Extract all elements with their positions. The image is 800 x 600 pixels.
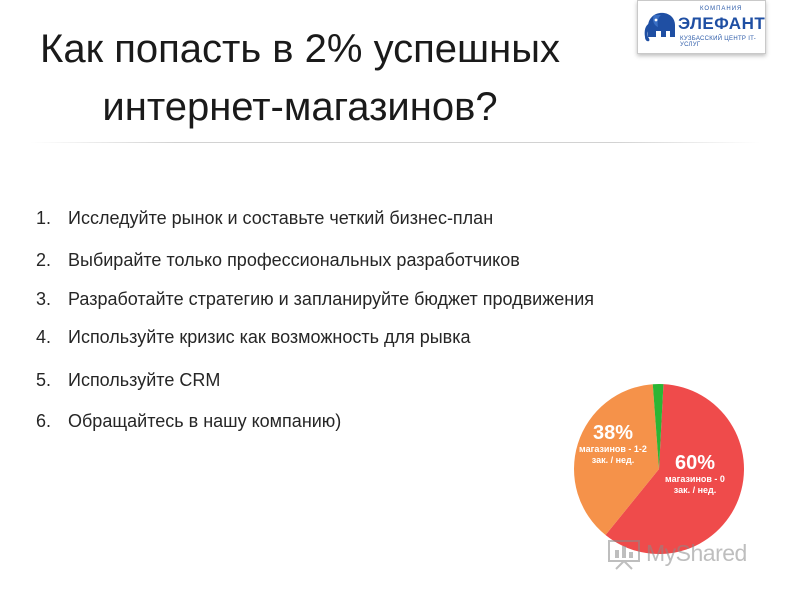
company-logo: КОМПАНИЯ ЭЛЕФАНТ КУЗБАССКИЙ ЦЕНТР IT-УСЛ… <box>637 0 766 54</box>
pie-chart: 38% магазинов - 1-2 зак. / нед. 60% мага… <box>572 382 746 556</box>
pie-label-60-value: 60% <box>674 452 716 474</box>
list-item-number: 3. <box>36 289 52 309</box>
list-item-text: Исследуйте рынок и составьте четкий бизн… <box>68 208 494 228</box>
list-item-number: 1. <box>36 208 52 228</box>
list-item: 6. Обращайтесь в нашу компанию) <box>36 411 341 432</box>
list-item-text: Выбирайте только профессиональных разраб… <box>68 250 520 270</box>
list-item-number: 4. <box>36 327 52 347</box>
list-item-number: 5. <box>36 370 52 390</box>
list-item-text: Используйте кризис как возможность для р… <box>68 327 471 347</box>
list-item: 4. Используйте кризис как возможность для… <box>36 327 471 348</box>
pie-slice-2 <box>652 384 664 469</box>
title-line-1: Как попасть в 2% успешных <box>40 27 560 71</box>
list-item: 3. Разработайте стратегию и запланируйте … <box>36 289 594 310</box>
watermark: MyShared <box>606 538 776 570</box>
list-item-number: 6. <box>36 411 52 431</box>
list-item: 1. Исследуйте рынок и составьте четкий би… <box>36 208 493 229</box>
pie-slice-60 <box>605 384 744 554</box>
list-item-number: 2. <box>36 250 52 270</box>
pie-label-38-value: 38% <box>592 422 634 444</box>
list-item: 5. Используйте CRM <box>36 370 220 391</box>
pie-slice-38 <box>574 384 659 536</box>
elephant-icon <box>644 12 675 42</box>
list-item-text: Используйте CRM <box>68 370 221 390</box>
pie-label-60: 60% магазинов - 0 зак. / нед. <box>656 452 734 496</box>
slide-title: Как попасть в 2% успешных интернет-магаз… <box>0 20 600 136</box>
list-item: 2. Выбирайте только профессиональных разр… <box>36 250 520 271</box>
title-divider <box>30 142 760 143</box>
pie-label-38: 38% магазинов - 1-2 зак. / нед. <box>574 422 652 466</box>
pie-label-60-desc: магазинов - 0 зак. / нед. <box>665 474 725 495</box>
logo-tagline: КУЗБАССКИЙ ЦЕНТР IT-УСЛУГ <box>680 36 757 48</box>
list-item-text: Разработайте стратегию и запланируйте бю… <box>68 289 595 309</box>
list-item-text: Обращайтесь в нашу компанию) <box>68 411 342 431</box>
watermark-text: MyShared <box>646 540 747 566</box>
logo-company-label: КОМПАНИЯ <box>700 6 743 12</box>
title-line-2: интернет-магазинов? <box>102 85 498 129</box>
pie-chart-svg <box>574 384 744 554</box>
pie-label-38-desc: магазинов - 1-2 зак. / нед. <box>579 444 647 465</box>
presentation-board-icon <box>608 540 640 570</box>
logo-name: ЭЛЕФАНТ <box>678 14 766 33</box>
